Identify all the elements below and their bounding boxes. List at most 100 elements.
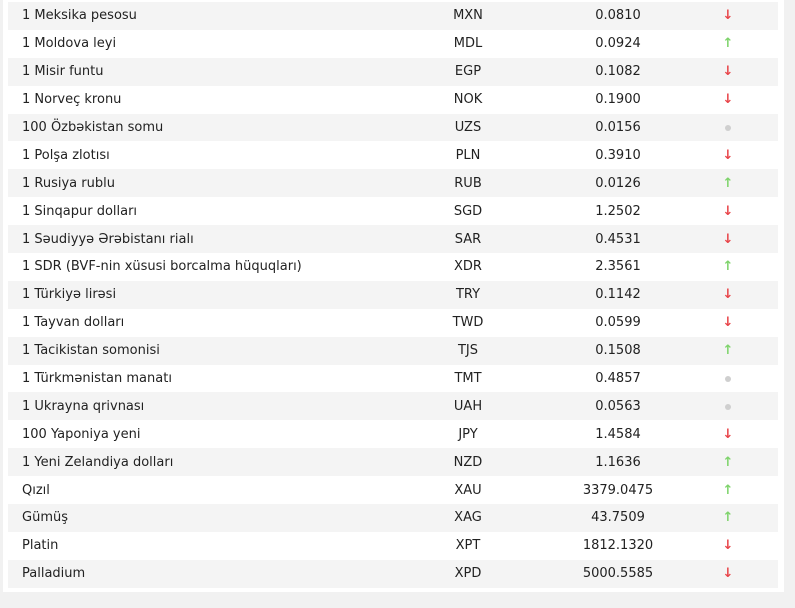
currency-rate: 0.0924 [595, 36, 641, 52]
currency-code: MDL [453, 36, 483, 52]
currency-name: 100 Yaponiya yeni [22, 426, 141, 442]
currency-code: JPY [458, 426, 478, 442]
table-row: 1 Polşa zlotısı PLN 0.3910 ↓ [8, 141, 778, 169]
currency-rate: 0.1508 [595, 343, 641, 359]
currency-name: Platin [22, 538, 59, 554]
currency-name: 1 Sinqapur dolları [22, 203, 138, 219]
neutral-dot-icon [713, 120, 743, 135]
table-row: 1 Tayvan dolları TWD 0.0599 ↓ [8, 309, 778, 337]
arrow-down-icon: ↓ [722, 203, 734, 219]
currency-code: NZD [453, 454, 483, 470]
table-row: 1 SDR (BVF-nin xüsusi borcalma hüquqları… [8, 253, 778, 281]
currency-code: EGP [454, 64, 482, 80]
arrow-down-icon: ↓ [722, 315, 734, 331]
currency-name: 1 Yeni Zelandiya dolları [22, 454, 174, 470]
currency-code: TJS [457, 343, 479, 359]
arrow-down-icon: ↓ [722, 92, 734, 108]
table-row: 1 Türkmənistan manatı TMT 0.4857 [8, 365, 778, 393]
neutral-dot-icon [713, 399, 743, 414]
arrow-up-icon: ↑ [722, 259, 734, 275]
arrow-down-icon: ↓ [722, 287, 734, 303]
currency-name: 1 Türkiyə lirəsi [22, 287, 117, 303]
currency-name: 1 Türkmənistan manatı [22, 371, 172, 387]
currency-name: Palladium [22, 566, 86, 582]
arrow-down-icon: ↓ [722, 538, 734, 554]
currency-code: UAH [453, 398, 483, 414]
arrow-up-icon: ↑ [722, 454, 734, 470]
currency-code: MXN [453, 8, 483, 24]
table-row: 100 Yaponiya yeni JPY 1.4584 ↓ [8, 420, 778, 448]
currency-name: 1 Polşa zlotısı [22, 147, 110, 163]
currency-name: Gümüş [22, 510, 68, 526]
currency-code: TRY [455, 287, 481, 303]
currency-rate: 0.1142 [595, 287, 641, 303]
table-row: 1 Misir funtu EGP 0.1082 ↓ [8, 57, 778, 86]
currency-rate: 0.0599 [595, 315, 641, 331]
currency-name: 1 Səudiyyə Ərəbistanı rialı [22, 231, 194, 247]
table-row: 1 Rusiya rublu RUB 0.0126 ↑ [8, 169, 778, 198]
currency-rate: 1.2502 [595, 203, 641, 219]
currency-rate: 2.3561 [595, 259, 641, 275]
arrow-down-icon: ↓ [722, 231, 734, 247]
currency-rate: 0.0810 [595, 8, 641, 24]
currency-name: 1 Rusiya rublu [22, 175, 115, 191]
currency-code: PLN [455, 147, 481, 163]
currency-code: SGD [453, 203, 483, 219]
currency-name: 1 Ukrayna qrivnası [22, 398, 145, 414]
table-row: 1 Ukrayna qrivnası UAH 0.0563 [8, 392, 778, 421]
currency-rates-table: 1 Meksika pesosu MXN 0.0810 ↓ 1 Moldova l… [8, 2, 778, 588]
table-row: 1 Meksika pesosu MXN 0.0810 ↓ [8, 2, 778, 30]
currency-name: Qızıl [22, 482, 50, 498]
arrow-up-icon: ↑ [722, 343, 734, 359]
currency-name: 1 Norveç kronu [22, 92, 122, 108]
table-row: 1 Türkiyə lirəsi TRY 0.1142 ↓ [8, 280, 778, 309]
currency-rate: 1.1636 [595, 454, 641, 470]
arrow-down-icon: ↓ [722, 8, 734, 24]
currency-code: SAR [454, 231, 482, 247]
currency-code: XDR [454, 259, 482, 275]
currency-name: 1 Tayvan dolları [22, 315, 125, 331]
currency-code: UZS [454, 120, 482, 135]
table-row: Palladium XPD 5000.5585 ↓ [8, 559, 778, 588]
arrow-down-icon: ↓ [722, 147, 734, 163]
currency-code: RUB [454, 175, 482, 191]
neutral-dot-icon [713, 371, 743, 386]
currency-name: 100 Özbəkistan somu [22, 120, 164, 135]
currency-name: 1 SDR (BVF-nin xüsusi borcalma hüquqları… [22, 259, 302, 275]
currency-rate: 43.7509 [591, 510, 645, 526]
currency-code: XPD [454, 566, 482, 582]
currency-code: XAU [454, 482, 482, 498]
table-row: 1 Moldova leyi MDL 0.0924 ↑ [8, 30, 778, 58]
currency-code: TWD [452, 315, 484, 331]
currency-rate: 0.0126 [595, 175, 641, 191]
table-row: 1 Tacikistan somonisi TJS 0.1508 ↑ [8, 336, 778, 365]
table-row: 1 Sinqapur dolları SGD 1.2502 ↓ [8, 197, 778, 225]
currency-rate: 3379.0475 [582, 482, 654, 498]
table-row: 100 Özbəkistan somu UZS 0.0156 [8, 113, 778, 142]
table-row: Qızıl XAU 3379.0475 ↑ [8, 476, 778, 504]
currency-code: XPT [455, 538, 481, 554]
currency-name: 1 Moldova leyi [22, 36, 117, 52]
currency-rate: 1.4584 [595, 426, 641, 442]
currency-rate: 0.3910 [595, 147, 641, 163]
currency-name: 1 Meksika pesosu [22, 8, 137, 24]
currency-rate: 0.4531 [595, 231, 641, 247]
currency-rate: 0.4857 [595, 371, 641, 387]
currency-code: XAG [454, 510, 482, 526]
table-row: 1 Yeni Zelandiya dolları NZD 1.1636 ↑ [8, 448, 778, 477]
arrow-down-icon: ↓ [722, 566, 734, 582]
currency-code: TMT [454, 371, 482, 387]
table-row: 1 Səudiyyə Ərəbistanı rialı SAR 0.4531 ↓ [8, 225, 778, 254]
table-row: Gümüş XAG 43.7509 ↑ [8, 504, 778, 532]
arrow-down-icon: ↓ [722, 64, 734, 80]
currency-rate: 1812.1320 [582, 538, 654, 554]
table-row: Platin XPT 1812.1320 ↓ [8, 532, 778, 560]
currency-rate: 0.1082 [595, 64, 641, 80]
currency-rate: 0.1900 [595, 92, 641, 108]
arrow-down-icon: ↓ [722, 426, 734, 442]
currency-panel: 1 Meksika pesosu MXN 0.0810 ↓ 1 Moldova l… [3, 0, 784, 592]
arrow-up-icon: ↑ [722, 482, 734, 498]
currency-name: 1 Misir funtu [22, 64, 104, 80]
table-row: 1 Norveç kronu NOK 0.1900 ↓ [8, 86, 778, 114]
currency-rate: 0.0563 [595, 398, 641, 414]
